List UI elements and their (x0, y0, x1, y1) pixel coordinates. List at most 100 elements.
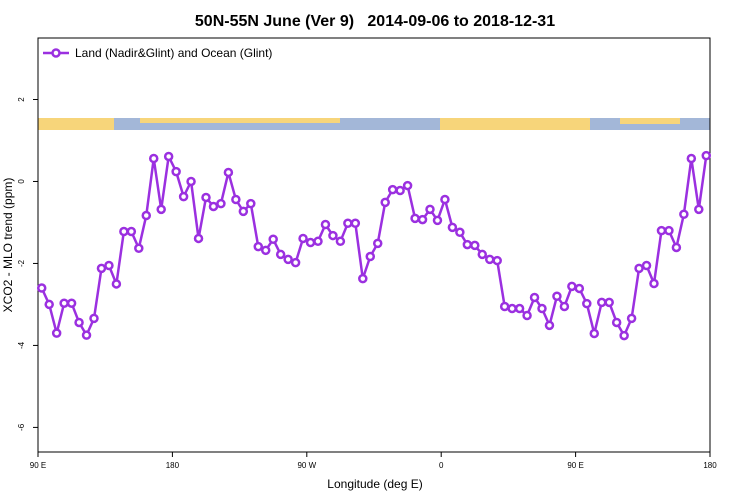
land-band (620, 118, 680, 124)
data-point (694, 204, 704, 215)
data-point (141, 210, 152, 221)
data-point (59, 298, 69, 308)
data-point (686, 153, 697, 164)
data-point (148, 153, 159, 164)
data-point (701, 150, 712, 161)
x-tick-label: 90 E (567, 461, 583, 470)
data-point (134, 243, 144, 254)
data-point (626, 313, 637, 324)
data-point (582, 298, 592, 309)
data-point (537, 303, 547, 314)
data-point (74, 317, 84, 328)
data-point (36, 283, 47, 293)
data-point (514, 303, 525, 314)
data-point (290, 257, 301, 268)
data-point (387, 184, 398, 195)
data-point (335, 236, 346, 247)
data-point (507, 303, 517, 314)
data-point (492, 255, 502, 266)
data-point (410, 213, 420, 224)
data-point (81, 330, 92, 340)
data-point (89, 313, 99, 324)
data-point (664, 225, 674, 236)
data-point (163, 151, 174, 162)
legend-label: Land (Nadir&Glint) and Ocean (Glint) (75, 46, 272, 60)
data-point (208, 201, 219, 212)
data-point (567, 281, 577, 292)
data-point (477, 249, 488, 260)
data-point (432, 215, 443, 226)
data-point (320, 219, 331, 230)
data-point (447, 222, 458, 233)
data-point (298, 233, 308, 244)
series-line (40, 152, 708, 339)
y-tick-label: 0 (17, 179, 26, 184)
data-point (462, 239, 473, 250)
data-point (619, 330, 629, 341)
data-point (66, 298, 77, 308)
data-point (574, 283, 585, 294)
data-point (223, 167, 234, 178)
data-point (104, 260, 114, 271)
data-point (178, 191, 189, 202)
data-point (275, 249, 286, 260)
data-point (544, 320, 555, 331)
data-point (156, 204, 166, 215)
data-point (328, 230, 338, 241)
data-point (358, 273, 368, 284)
data-point (395, 185, 405, 196)
data-point (484, 254, 495, 265)
data-point (231, 194, 241, 205)
data-point (529, 292, 540, 303)
data-point (656, 225, 667, 236)
legend-marker (51, 48, 61, 58)
data-point (589, 328, 600, 339)
data-point (201, 192, 211, 203)
y-tick-label: -2 (17, 259, 26, 267)
data-point (44, 299, 54, 310)
data-point (51, 328, 62, 338)
data-point (193, 233, 204, 244)
ocean-band (38, 118, 710, 130)
y-axis-label: XCO2 - MLO trend (ppm) (1, 178, 15, 313)
data-point (634, 263, 644, 274)
data-point (596, 297, 607, 308)
data-point (365, 251, 376, 262)
y-tick-label: -6 (17, 423, 26, 431)
data-point (611, 317, 622, 328)
data-point (559, 301, 570, 312)
land-band (38, 118, 114, 130)
data-point (402, 180, 413, 191)
data-point (440, 194, 450, 205)
x-tick-label: 90 W (297, 461, 316, 470)
data-point (126, 226, 137, 237)
data-point (305, 237, 316, 248)
data-point (186, 176, 196, 187)
data-point (238, 206, 249, 217)
data-point (119, 226, 129, 237)
x-axis-label: Longitude (deg E) (327, 477, 422, 491)
data-point (260, 245, 271, 256)
data-point (671, 242, 682, 253)
land-ocean-strip (38, 118, 710, 130)
data-point (522, 310, 532, 321)
data-point (253, 241, 264, 252)
plot-frame (37, 37, 711, 453)
data-point (649, 278, 659, 289)
land-band (140, 118, 340, 123)
data-point (96, 263, 107, 274)
data-point (171, 166, 181, 177)
data-point (246, 198, 256, 209)
y-tick-label: 2 (17, 97, 26, 102)
x-tick-label: 90 E (30, 461, 46, 470)
x-tick-label: 180 (703, 461, 717, 470)
data-point (380, 197, 390, 208)
data-point (216, 198, 226, 209)
data-point (425, 204, 435, 215)
data-point (268, 234, 278, 245)
data-point (552, 291, 562, 301)
land-band (440, 118, 590, 130)
chart-title: 50N-55N June (Ver 9) 2014-09-06 to 2018-… (195, 13, 555, 30)
data-point (283, 254, 293, 265)
